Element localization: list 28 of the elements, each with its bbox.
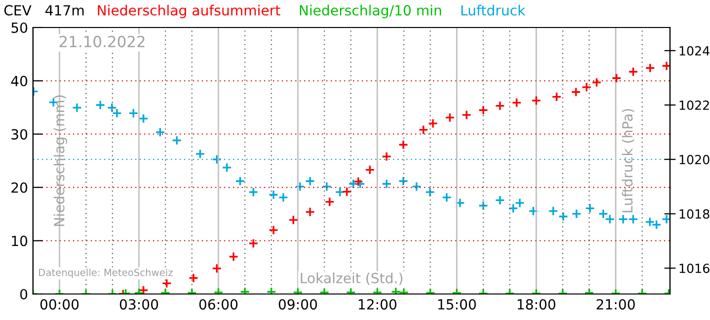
y2-tick-label: 1022 [680,100,709,110]
x-axis-title: Lokalzeit (Std.) [300,272,402,285]
text: Luftdruck [461,4,526,16]
chart-title: CEV 417m [4,5,84,16]
x-tick-label: 03:00 [120,299,158,310]
text: Niederschlag/10 min [300,4,442,18]
x-tick-label: 18:00 [518,299,556,310]
x-tick-label: 21:00 [596,299,635,310]
y-tick-label: 30 [12,129,28,140]
x-tick-label: 12:00 [358,299,396,310]
y-tick-label: 10 [12,236,28,246]
y-tick-label: 20 [11,182,28,193]
y-axis-title: Niederschlag (mm) [54,95,68,226]
x-tick-label: 09:00 [278,299,317,310]
annotation: 21.10.2022 [60,36,144,48]
x-tick-label: 06:00 [199,299,238,310]
y2-axis-title: Luftdruck (hPa) [622,109,634,212]
y2-tick-label: 1020 [680,154,710,164]
y-tick-label: 50 [12,22,28,33]
y-tick-label: 0 [20,288,28,300]
y2-tick-label: 1016 [680,264,710,274]
annotation: Datenquelle: MeteoSchweiz [39,268,173,278]
y2-tick-label: 1018 [680,209,710,219]
x-tick-label: 15:00 [438,299,476,310]
y2-tick-label: 1024 [680,46,710,56]
y-tick-label: 40 [11,76,28,86]
text: Niederschlag aufsummiert [98,4,280,18]
x-tick-label: 00:00 [40,299,79,310]
